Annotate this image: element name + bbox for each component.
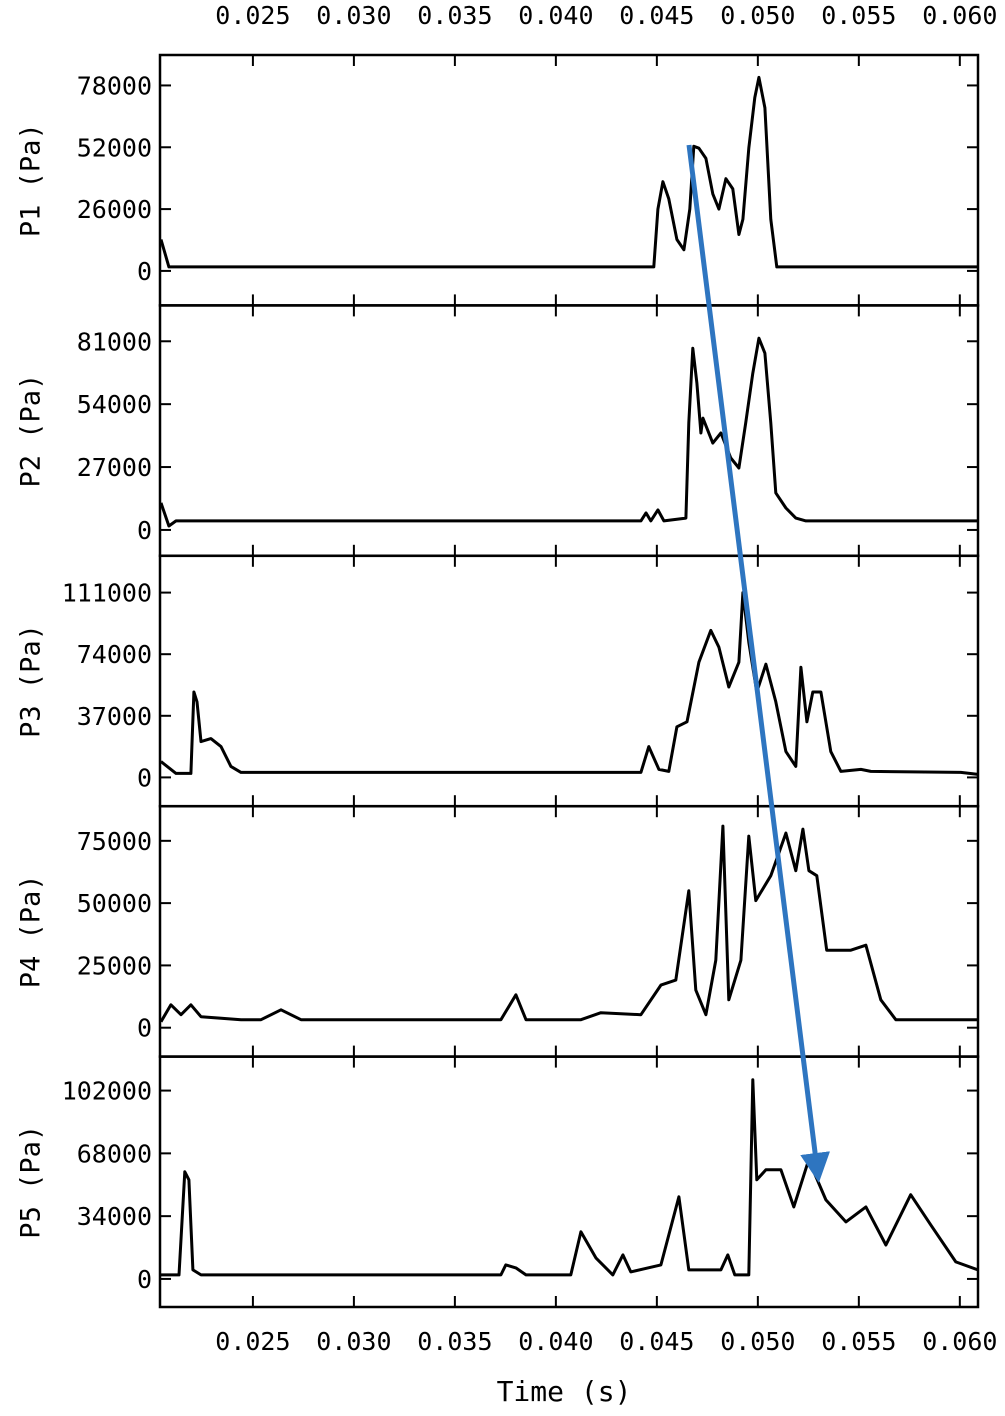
y-axis-label: P1 (Pa) [16,123,47,237]
x-tick-label: 0.030 [316,1327,391,1356]
y-tick-label: 81000 [77,327,152,356]
data-line [159,824,978,1023]
y-tick-label: 0 [137,763,152,792]
y-tick-label: 0 [137,257,152,286]
y-axis-label: P2 (Pa) [16,374,47,488]
y-tick-label: 0 [137,1265,152,1294]
x-tick-label: 0.045 [619,1327,694,1356]
y-tick-label: 0 [137,516,152,545]
x-tick-label: 0.060 [922,1327,997,1356]
y-tick-label: 0 [137,1014,152,1043]
y-tick-label: 52000 [77,133,152,162]
y-tick-label: 74000 [77,640,152,669]
annotation-arrow [686,144,831,1183]
x-tick-label: 0.025 [215,1,290,30]
y-tick-label: 102000 [62,1077,152,1106]
plot-frame [158,1055,980,1309]
x-axis-label: Time (s) [497,1375,632,1408]
y-tick-label: 26000 [77,195,152,224]
x-tick-label: 0.040 [518,1,593,30]
y-axis-label: P4 (Pa) [16,875,47,989]
x-tick-label: 0.035 [417,1,492,30]
y-tick-label: 37000 [77,702,152,731]
y-tick-label: 25000 [77,951,152,980]
data-line [160,591,979,776]
x-tick-label: 0.030 [316,1,391,30]
y-tick-label: 54000 [77,390,152,419]
x-tick-label: 0.025 [215,1327,290,1356]
plots: 0 26000 52000 78000 0.025 0.030 0.035 0.040 0.04… [16,1,998,1408]
x-tick-label: 0.050 [720,1327,795,1356]
y-tick-label: 50000 [77,889,152,918]
data-line [159,75,978,269]
x-tick-label: 0.055 [821,1327,896,1356]
plot-frame [158,304,980,558]
x-tick-label: 0.040 [518,1327,593,1356]
data-line [161,1078,979,1277]
x-tick-label: 0.060 [922,1,997,30]
y-axis-label: P5 (Pa) [16,1125,47,1239]
x-tick-label: 0.035 [417,1327,492,1356]
x-tick-label: 0.050 [720,1,795,30]
y-tick-label: 68000 [77,1139,152,1168]
y-tick-label: 111000 [62,579,152,608]
y-tick-label: 78000 [77,71,152,100]
x-tick-label: 0.055 [821,1,896,30]
y-tick-label: 75000 [77,827,152,856]
data-line [159,336,978,528]
y-tick-label: 27000 [77,453,152,482]
y-axis-label: P3 (Pa) [16,624,47,738]
y-tick-label: 34000 [77,1202,152,1231]
x-tick-label: 0.045 [619,1,694,30]
